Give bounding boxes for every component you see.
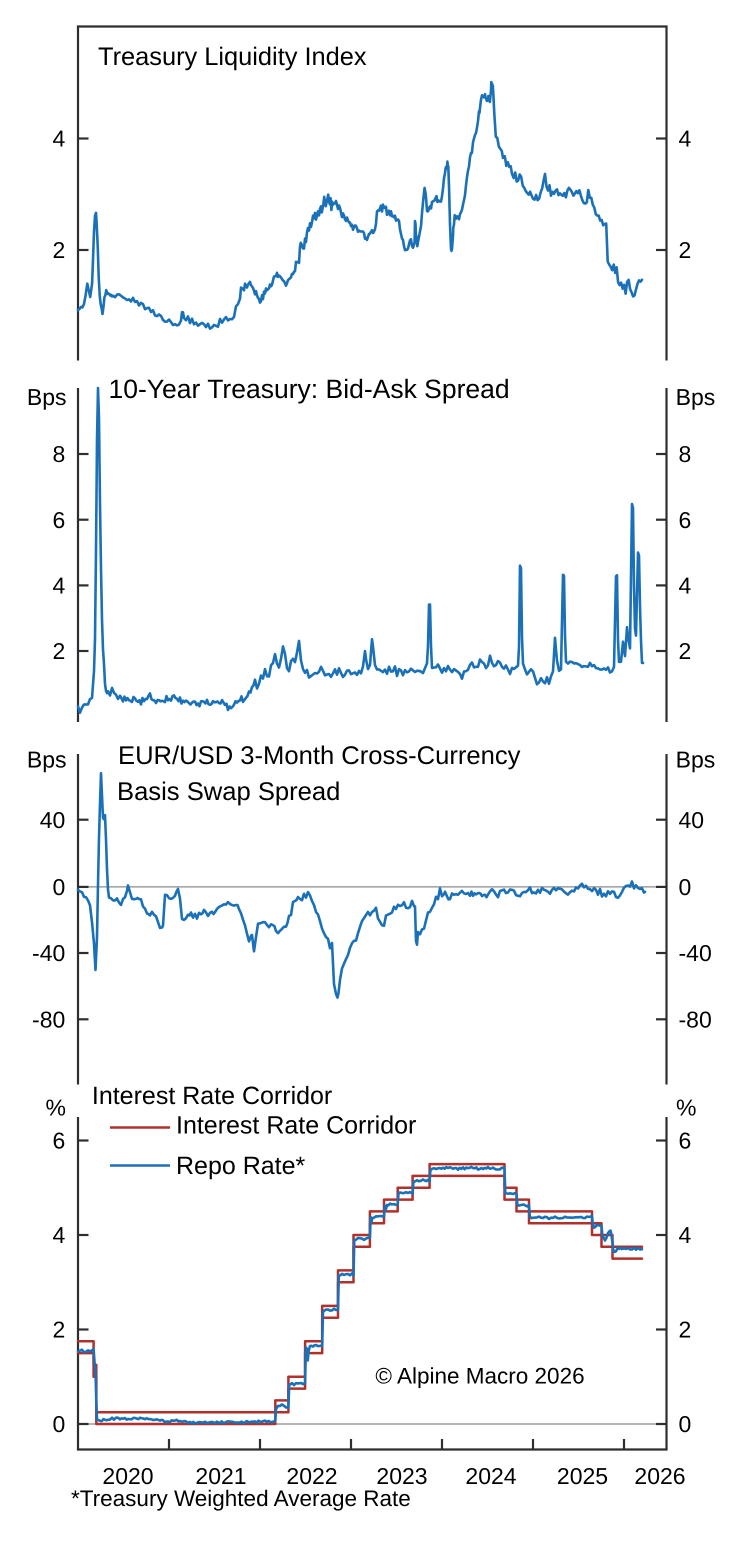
svg-text:2020: 2020 — [102, 1463, 153, 1489]
svg-text:-80: -80 — [679, 1007, 712, 1033]
svg-text:4: 4 — [679, 126, 692, 152]
svg-text:EUR/USD 3-Month Cross-Currency: EUR/USD 3-Month Cross-Currency — [118, 742, 521, 770]
svg-text:2: 2 — [53, 1317, 66, 1343]
svg-text:4: 4 — [53, 573, 66, 599]
svg-text:Interest Rate Corridor: Interest Rate Corridor — [92, 1082, 332, 1110]
svg-text:4: 4 — [679, 1222, 692, 1248]
svg-text:*Treasury Weighted Average Rat: *Treasury Weighted Average Rate — [71, 1486, 411, 1511]
svg-text:0: 0 — [679, 1411, 692, 1437]
svg-text:6: 6 — [679, 1128, 692, 1154]
svg-text:Treasury Liquidity Index: Treasury Liquidity Index — [98, 43, 367, 71]
svg-text:2: 2 — [679, 237, 692, 263]
svg-text:2022: 2022 — [286, 1463, 337, 1489]
svg-text:%: % — [46, 1095, 66, 1121]
svg-text:0: 0 — [679, 874, 692, 900]
svg-text:-40: -40 — [679, 940, 712, 966]
svg-text:40: 40 — [679, 807, 705, 833]
svg-text:2: 2 — [679, 1317, 692, 1343]
svg-text:2023: 2023 — [376, 1463, 427, 1489]
svg-text:Bps: Bps — [27, 747, 67, 773]
svg-text:8: 8 — [53, 441, 66, 467]
svg-text:-40: -40 — [32, 940, 65, 966]
svg-text:40: 40 — [40, 807, 66, 833]
svg-text:4: 4 — [53, 1222, 66, 1248]
svg-text:Interest Rate Corridor: Interest Rate Corridor — [176, 1112, 416, 1140]
svg-text:2024: 2024 — [465, 1463, 516, 1489]
svg-text:2025: 2025 — [557, 1463, 608, 1489]
svg-text:%: % — [676, 1095, 696, 1121]
svg-text:-80: -80 — [32, 1007, 65, 1033]
svg-text:Bps: Bps — [27, 384, 67, 410]
svg-text:6: 6 — [53, 507, 66, 533]
svg-text:Bps: Bps — [676, 747, 716, 773]
svg-text:6: 6 — [679, 507, 692, 533]
svg-text:Repo Rate*: Repo Rate* — [176, 1152, 306, 1180]
svg-text:4: 4 — [679, 573, 692, 599]
svg-text:2: 2 — [679, 638, 692, 664]
svg-text:Bps: Bps — [676, 384, 716, 410]
svg-text:0: 0 — [53, 874, 66, 900]
svg-text:2026: 2026 — [634, 1463, 685, 1489]
svg-text:Basis Swap Spread: Basis Swap Spread — [117, 778, 340, 806]
svg-text:2: 2 — [53, 638, 66, 664]
svg-text:10-Year Treasury: Bid-Ask Spre: 10-Year Treasury: Bid-Ask Spread — [109, 374, 510, 404]
svg-text:8: 8 — [679, 441, 692, 467]
svg-text:2021: 2021 — [195, 1463, 246, 1489]
svg-text:2: 2 — [53, 237, 66, 263]
svg-text:0: 0 — [53, 1411, 66, 1437]
svg-text:6: 6 — [53, 1128, 66, 1154]
svg-text:4: 4 — [53, 126, 66, 152]
svg-text:© Alpine Macro 2026: © Alpine Macro 2026 — [375, 1364, 584, 1389]
